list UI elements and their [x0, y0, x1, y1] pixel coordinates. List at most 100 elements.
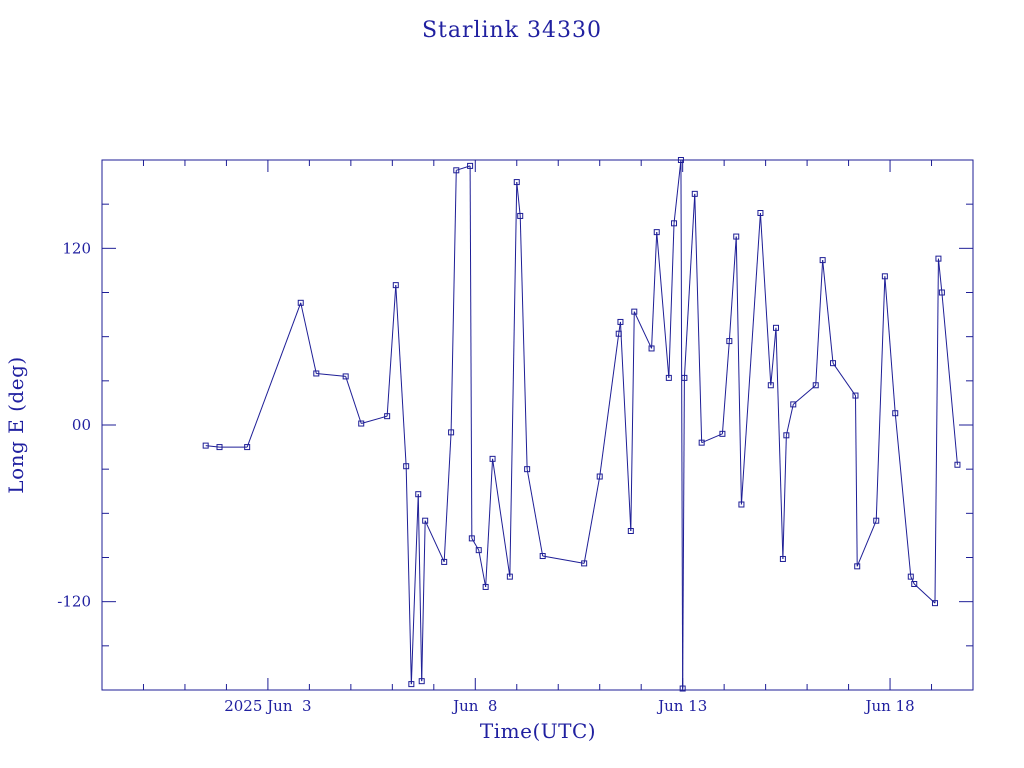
- data-point: [313, 370, 320, 377]
- y-tick-label: 00: [72, 416, 91, 434]
- series-group: [205, 160, 958, 689]
- data-point: [596, 473, 603, 480]
- series-segment: [395, 285, 407, 467]
- axis-tick-labels: 2025 Jun 3 Jun 8 Jun 13 Jun 18 120 00 -120: [57, 239, 914, 715]
- data-point: [524, 466, 531, 473]
- series-segment: [656, 232, 670, 378]
- series-segment: [361, 415, 388, 425]
- data-point: [448, 429, 455, 436]
- series-segment: [913, 583, 936, 604]
- series-segment: [701, 433, 723, 444]
- series-segment: [485, 458, 494, 587]
- series-segment: [759, 212, 772, 386]
- series-segment: [884, 276, 896, 414]
- data-point: [422, 517, 429, 524]
- series-segment: [471, 538, 480, 551]
- series-segment: [450, 170, 457, 433]
- data-point: [938, 289, 945, 296]
- series-segment: [630, 311, 635, 532]
- series-segment: [856, 520, 877, 567]
- data-point: [631, 308, 638, 315]
- x-tick-label: Jun 8: [451, 697, 497, 715]
- series-segment: [770, 327, 777, 386]
- series-segment: [894, 413, 912, 577]
- series-segment: [651, 232, 658, 349]
- x-tick-label: Jun 18: [863, 697, 914, 715]
- data-point: [453, 167, 460, 174]
- y-tick-label: -120: [57, 593, 91, 611]
- data-point: [482, 583, 489, 590]
- data-point: [881, 273, 888, 280]
- data-point: [617, 318, 624, 325]
- data-point: [935, 255, 942, 262]
- data-point: [681, 374, 688, 381]
- data-point: [418, 678, 425, 685]
- data-point: [954, 461, 961, 468]
- data-point: [653, 229, 660, 236]
- series-segment: [316, 372, 346, 377]
- data-point: [489, 455, 496, 462]
- series-segment: [832, 362, 856, 396]
- series-segment: [875, 276, 886, 521]
- series-segment: [854, 395, 858, 567]
- data-point: [441, 558, 448, 565]
- data-point: [892, 410, 899, 417]
- data-point: [297, 299, 304, 306]
- data-point: [408, 681, 415, 688]
- series-segment: [728, 236, 737, 342]
- series-segment: [782, 435, 787, 559]
- series-segment: [633, 311, 653, 349]
- plot-frame: [101, 159, 974, 691]
- series-segment: [937, 258, 943, 293]
- series-segment: [815, 260, 824, 386]
- y-tick-label: 120: [62, 239, 91, 257]
- data-point: [506, 573, 513, 580]
- data-point: [931, 600, 938, 607]
- series-segment: [405, 466, 412, 685]
- data-point: [671, 220, 678, 227]
- series-segment: [492, 458, 511, 577]
- series-segment: [583, 476, 601, 564]
- marker-group: [202, 157, 961, 692]
- data-point: [392, 282, 399, 289]
- series-segment: [424, 520, 445, 563]
- data-point: [719, 430, 726, 437]
- data-point: [852, 392, 859, 399]
- data-point: [665, 374, 672, 381]
- series-segment: [668, 223, 675, 378]
- series-segment: [822, 260, 834, 364]
- data-point: [738, 501, 745, 508]
- data-point: [757, 210, 764, 216]
- data-point: [615, 330, 622, 337]
- data-point: [342, 373, 349, 380]
- data-point: [581, 560, 588, 567]
- data-point: [679, 685, 686, 692]
- data-point: [726, 338, 733, 345]
- series-segment: [694, 193, 703, 443]
- series-segment: [300, 302, 317, 374]
- x-axis-label: Time(UTC): [480, 719, 596, 743]
- data-point: [772, 324, 779, 331]
- data-point: [790, 401, 797, 408]
- series-segment: [421, 520, 426, 682]
- series-segment: [775, 327, 784, 559]
- series-segment: [682, 377, 685, 689]
- series-segment: [910, 576, 915, 585]
- series-segment: [246, 302, 302, 448]
- chart-title: Starlink 34330: [422, 18, 602, 43]
- data-point: [517, 212, 524, 219]
- data-point: [216, 444, 223, 451]
- x-tick-label: 2025 Jun 3: [224, 697, 311, 715]
- data-point: [911, 581, 918, 587]
- series-segment: [417, 494, 423, 682]
- data-point: [873, 517, 880, 524]
- series-segment: [934, 258, 939, 604]
- series-segment: [410, 494, 419, 685]
- series-segment: [469, 165, 473, 539]
- series-segment: [785, 404, 794, 436]
- data-point: [467, 162, 474, 169]
- data-point: [475, 547, 482, 554]
- data-point: [358, 420, 365, 427]
- series-segment: [680, 160, 684, 689]
